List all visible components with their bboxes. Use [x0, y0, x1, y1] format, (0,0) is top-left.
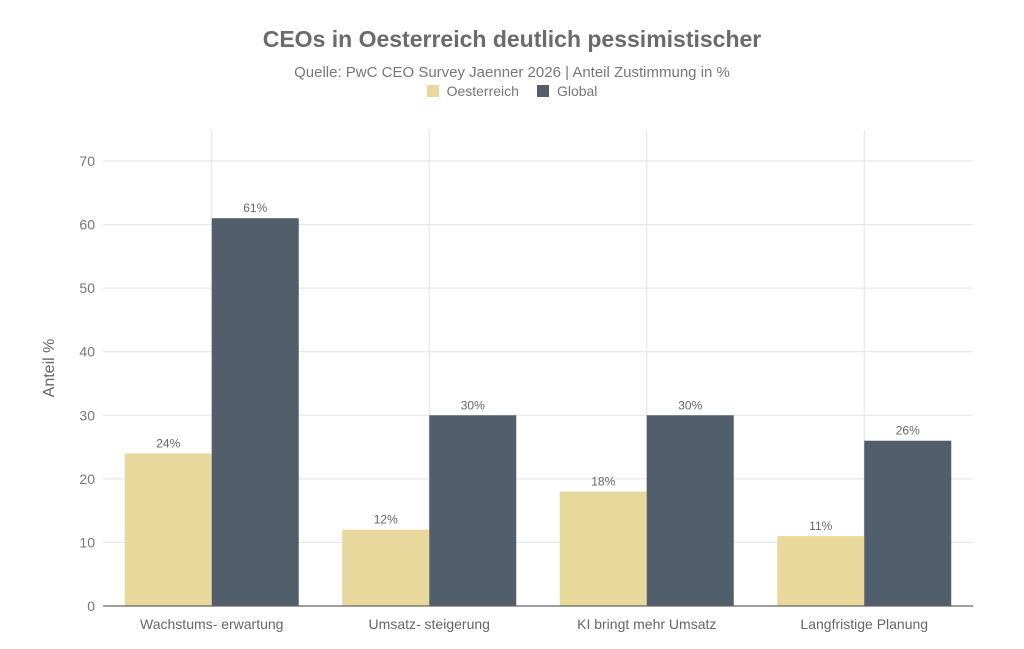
legend-swatch-oesterreich	[426, 85, 439, 97]
x-tick-label: Wachstums- erwartung	[140, 616, 283, 632]
data-label: 12%	[374, 513, 398, 527]
y-tick-label: 70	[79, 153, 95, 169]
y-tick-label: 20	[79, 471, 95, 487]
bar-global	[429, 415, 517, 606]
chart-subtitle: Quelle: PwC CEO Survey Jaenner 2026 | An…	[294, 64, 730, 81]
y-tick-label: 50	[79, 280, 95, 296]
data-label: 26%	[896, 424, 920, 438]
legend-item-oesterreich[interactable]: Oesterreich	[426, 83, 519, 99]
bar-global	[646, 415, 734, 606]
bar-oesterreich	[777, 536, 865, 606]
y-tick-label: 40	[79, 344, 95, 360]
x-tick-label: Langfristige Planung	[800, 616, 928, 632]
y-tick-label: 60	[79, 217, 95, 233]
y-tick-label: 0	[87, 598, 95, 614]
legend-label-global: Global	[556, 83, 598, 99]
bar-global	[211, 218, 299, 606]
data-label: 30%	[678, 398, 702, 412]
bar-oesterreich	[342, 529, 430, 606]
legend-label-oesterreich: Oesterreich	[446, 83, 519, 99]
y-tick-label: 30	[79, 407, 95, 423]
bar-oesterreich	[124, 453, 212, 606]
data-label: 18%	[591, 475, 615, 489]
legend-item-global[interactable]: Global	[536, 83, 598, 99]
y-tick-label: 10	[79, 534, 95, 550]
legend-swatch-global	[536, 85, 549, 97]
data-label: 11%	[809, 519, 832, 533]
chart-title: CEOs in Oesterreich deutlich pessimistis…	[262, 26, 762, 52]
data-label: 24%	[156, 436, 180, 450]
y-axis-title: Anteil %	[41, 339, 58, 398]
bar-oesterreich	[559, 491, 647, 606]
data-label: 61%	[243, 201, 267, 215]
legend: Oesterreich Global	[0, 83, 1024, 99]
bar-global	[864, 440, 952, 606]
x-tick-label: Umsatz- steigerung	[369, 616, 490, 632]
data-label: 30%	[461, 398, 485, 412]
x-tick-label: KI bringt mehr Umsatz	[577, 616, 716, 632]
